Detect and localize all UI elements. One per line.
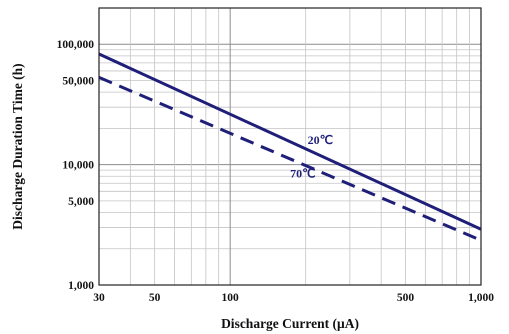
x-tick-label: 1,000 [468, 292, 494, 304]
y-tick-label: 100,000 [57, 39, 95, 51]
y-tick-label: 5,000 [68, 196, 94, 208]
plot-frame [98, 7, 482, 286]
y-tick-label: 1,000 [68, 280, 94, 292]
tick-labels: 30 50 100 500 1,000 1,000 5,000 10,000 50,000 100… [57, 39, 495, 304]
x-tick-label: 30 [93, 292, 105, 304]
y-tick-label: 10,000 [62, 160, 94, 172]
x-axis-title: Discharge Current (μA) [221, 316, 359, 331]
x-tick-label: 50 [149, 292, 161, 304]
series-line-dashed [98, 76, 482, 242]
series-label: 70℃ [290, 166, 315, 180]
grid [98, 7, 481, 286]
y-axis-title: Discharge Duration Time (h) [10, 63, 25, 229]
series-line-solid [98, 52, 482, 231]
series-labels: 20℃ 70℃ [290, 133, 333, 180]
series-label: 20℃ [308, 133, 333, 147]
series-lines [98, 52, 482, 242]
x-tick-label: 100 [222, 292, 240, 304]
x-tick-label: 500 [397, 292, 415, 304]
y-tick-label: 50,000 [62, 75, 94, 87]
